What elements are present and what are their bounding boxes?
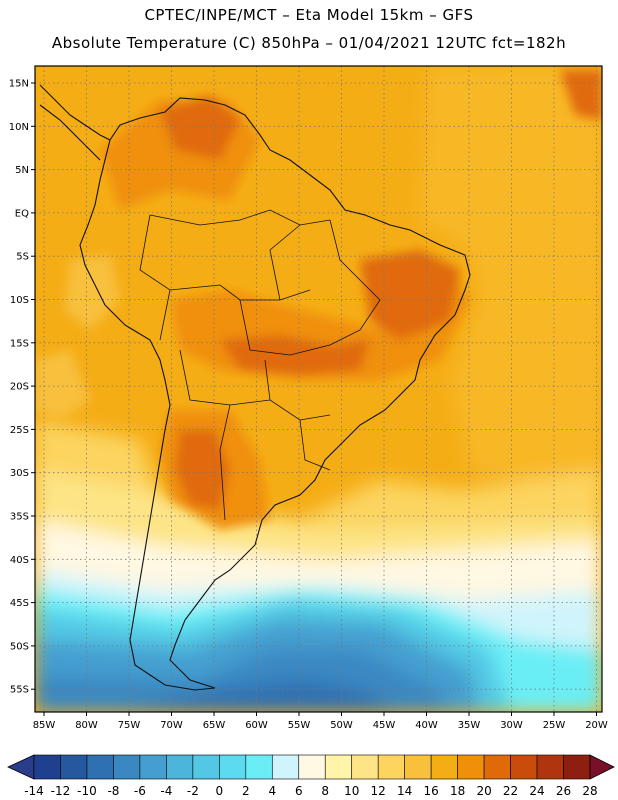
central-america-coast — [39, 84, 111, 161]
lat-label: 15N — [9, 79, 29, 90]
lon-label: 70W — [160, 720, 183, 731]
colorbar-label: 16 — [424, 784, 439, 798]
lat-label: 55S — [10, 685, 29, 696]
lon-label: 55W — [288, 720, 311, 731]
lon-label: 25W — [543, 720, 566, 731]
lon-label: 75W — [118, 720, 141, 731]
lat-label: EQ — [15, 208, 29, 219]
lon-label: 40W — [415, 720, 438, 731]
lat-label: 35S — [10, 512, 29, 523]
lon-label: 60W — [245, 720, 268, 731]
south-america-coast — [79, 97, 471, 691]
lat-label: 40S — [10, 555, 29, 566]
colorbar-label: 20 — [476, 784, 491, 798]
lat-label: 15S — [10, 338, 29, 349]
colorbar-label: -6 — [134, 784, 146, 798]
colorbar-label: 0 — [216, 784, 224, 798]
colorbar-segment — [166, 754, 194, 780]
lon-label: 35W — [458, 720, 481, 731]
colorbar-label: 4 — [268, 784, 276, 798]
temperature-field — [35, 66, 602, 712]
colorbar-segment — [271, 754, 300, 780]
lon-label: 80W — [75, 720, 98, 731]
latitude-labels: 15N 10N 5N EQ 5S 10S 15S 20S 25S 30S 35S 40S 45S 50S 5… — [9, 79, 35, 696]
colorbar-segment — [457, 754, 485, 780]
lat-label: 5N — [15, 165, 29, 176]
country-borders — [139, 209, 381, 521]
colorbar-label: 18 — [450, 784, 465, 798]
colorbar-segment — [351, 754, 379, 780]
lon-label: 65W — [203, 720, 226, 731]
colorbar-segment — [192, 754, 220, 780]
colorbar-over-arrow — [589, 754, 615, 780]
colorbar-segment — [298, 754, 326, 780]
colorbar-label: 12 — [371, 784, 386, 798]
colorbar-segment — [377, 754, 405, 780]
colorbar-label: -4 — [160, 784, 172, 798]
colorbar-label: 24 — [529, 784, 544, 798]
colorbar-segment — [510, 754, 538, 780]
lat-label: 30S — [10, 468, 29, 479]
lat-label: 50S — [10, 641, 29, 652]
continent-outline — [39, 84, 471, 691]
lon-label: 30W — [500, 720, 523, 731]
colorbar-segment — [245, 754, 273, 780]
lon-label: 20W — [585, 720, 608, 731]
plot-frame — [34, 65, 603, 713]
colorbar-segment — [563, 754, 591, 780]
longitude-labels: 85W 80W 75W 70W 65W 60W 55W 50W 45W 40W 35W 30W 25W 2… — [33, 712, 608, 731]
lat-label: 20S — [10, 382, 29, 393]
colorbar-label: -14 — [24, 784, 44, 798]
colorbar-label: 6 — [295, 784, 303, 798]
colorbar-label: -12 — [51, 784, 71, 798]
colorbar-label: -2 — [187, 784, 199, 798]
colorbar-segment — [86, 754, 114, 780]
lat-lon-grid — [35, 66, 602, 712]
colorbar-label: -8 — [107, 784, 119, 798]
colorbar-label: 2 — [242, 784, 250, 798]
colorbar-label: 8 — [321, 784, 329, 798]
map-title-line2: Absolute Temperature (C) 850hPa – 01/04/… — [51, 34, 567, 52]
colorbar-label: -10 — [77, 784, 97, 798]
lat-label: 10N — [9, 122, 29, 133]
colorbar-label: 14 — [397, 784, 412, 798]
colorbar-segment — [60, 754, 88, 780]
colorbar-label: 10 — [344, 784, 359, 798]
lon-label: 50W — [330, 720, 353, 731]
colorbar: -14 -12 -10 -8 -6 -4 -2 0 2 4 6 8 10 12 14 16 18 20 22 24 26… — [7, 754, 615, 798]
colorbar-segment — [483, 754, 511, 780]
lon-label: 45W — [373, 720, 396, 731]
lat-label: 10S — [10, 295, 29, 306]
colorbar-under-arrow — [7, 754, 35, 780]
colorbar-label: 22 — [503, 784, 518, 798]
lat-label: 45S — [10, 598, 29, 609]
colorbar-segment — [404, 754, 432, 780]
lat-label: 25S — [10, 425, 29, 436]
colorbar-segment — [113, 754, 141, 780]
colorbar-segment — [430, 754, 458, 780]
lon-label: 85W — [33, 720, 56, 731]
colorbar-segment — [219, 754, 247, 780]
colorbar-segment — [536, 754, 564, 780]
colorbar-segment — [139, 754, 167, 780]
lat-label: 5S — [16, 252, 29, 263]
colorbar-label: 28 — [582, 784, 597, 798]
colorbar-segment — [324, 754, 353, 780]
map-title-line1: CPTEC/INPE/MCT – Eta Model 15km – GFS — [144, 6, 474, 24]
colorbar-label: 26 — [556, 784, 571, 798]
colorbar-segment — [33, 754, 61, 780]
